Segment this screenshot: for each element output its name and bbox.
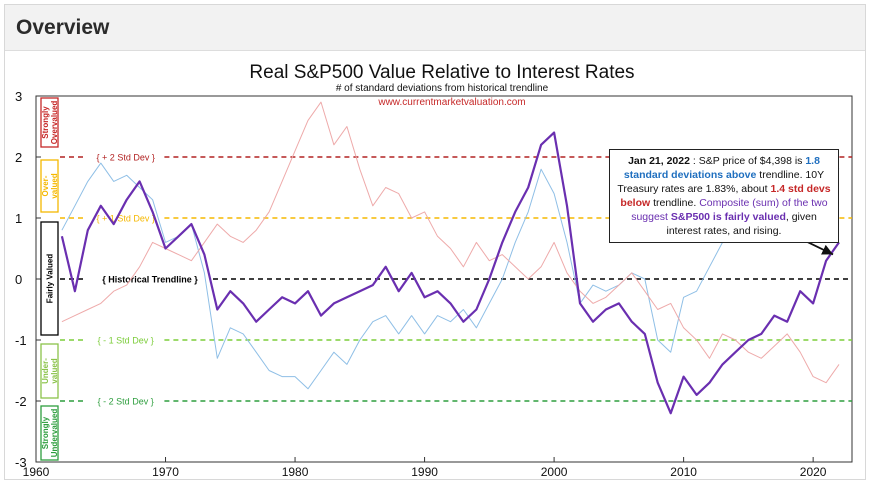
annotation-date: Jan 21, 2022 bbox=[628, 155, 690, 167]
zone-label: Over- bbox=[41, 175, 50, 196]
overview-card: Overview Real S&P500 Value Relative to I… bbox=[4, 4, 866, 480]
zone-label: Under- bbox=[41, 358, 50, 384]
y-tick-label: 1 bbox=[15, 211, 22, 226]
reference-line-label: { + 1 Std Dev } bbox=[97, 214, 155, 224]
zone-label: Strongly bbox=[41, 416, 50, 449]
annotation-text-8: , given interest rates, and rising. bbox=[666, 211, 817, 237]
annotation-text-5: trendline. bbox=[650, 197, 700, 209]
y-tick-label: 2 bbox=[15, 150, 22, 165]
zone-label: valued bbox=[50, 358, 59, 383]
zone-box bbox=[40, 405, 59, 461]
series-line-3 bbox=[60, 131, 840, 415]
zone-label: Overvalued bbox=[50, 101, 59, 145]
reference-line-label: { + 2 Std Dev } bbox=[97, 153, 155, 163]
zone-box bbox=[40, 221, 59, 336]
reference-lines-layer: { + 2 Std Dev } { + 1 Std Dev } { Historic… bbox=[60, 153, 852, 407]
reference-line-label: { - 1 Std Dev } bbox=[98, 336, 154, 346]
annotation-box: Jan 21, 2022 : S&P price of $4,398 is 1.… bbox=[609, 149, 839, 243]
annotation-text-7: S&P500 is fairly valued bbox=[670, 211, 786, 223]
annotation-text-1: : S&P price of $4,398 is bbox=[689, 155, 806, 167]
annotation-text-6: Composite (sum) of the two suggest bbox=[631, 197, 828, 223]
zone-label: valued bbox=[50, 173, 59, 198]
chart-area: Real S&P500 Value Relative to Interest R… bbox=[5, 52, 865, 480]
x-tick-label: 1980 bbox=[282, 465, 309, 479]
zone-box bbox=[40, 97, 59, 148]
y-tick-label: 3 bbox=[15, 89, 22, 104]
x-tick-label: 2000 bbox=[541, 465, 568, 479]
reference-line-label: { - 2 Std Dev } bbox=[98, 397, 154, 407]
zone-label: Fairly Valued bbox=[46, 254, 55, 303]
chart-source: www.currentmarketvaluation.com bbox=[377, 97, 525, 108]
x-tick-label: 1990 bbox=[411, 465, 438, 479]
reference-line-label: { Historical Trendline } bbox=[102, 275, 198, 285]
annotation-text-4: 1.4 std devs below bbox=[620, 183, 831, 209]
annotation-text-2: 1.8 standard deviations above bbox=[623, 155, 820, 181]
chart-subtitle: # of standard deviations from historical… bbox=[336, 83, 549, 94]
y-tick-label: 0 bbox=[15, 272, 22, 287]
series-layer bbox=[60, 101, 840, 415]
zone-label: Strongly bbox=[41, 106, 50, 139]
y-tick-label: -3 bbox=[15, 455, 27, 470]
valuation-chart: Real S&P500 Value Relative to Interest R… bbox=[15, 62, 853, 479]
x-tick-label: 2010 bbox=[670, 465, 697, 479]
annotation-text-3: trendline. 10Y Treasury rates are 1.83%,… bbox=[617, 169, 825, 195]
series-line-2 bbox=[61, 101, 840, 384]
x-tick-label: 1970 bbox=[152, 465, 179, 479]
chart-title: Real S&P500 Value Relative to Interest R… bbox=[249, 62, 634, 83]
x-tick-label: 1960 bbox=[23, 465, 50, 479]
y-tick-label: -2 bbox=[15, 394, 27, 409]
y-tick-label: -1 bbox=[15, 333, 27, 348]
card-title: Overview bbox=[16, 15, 110, 39]
card-header: Overview bbox=[5, 5, 865, 51]
zone-label: Undervalued bbox=[50, 409, 59, 458]
zone-box bbox=[40, 159, 59, 213]
x-tick-label: 2020 bbox=[800, 465, 827, 479]
zone-box bbox=[40, 343, 59, 399]
